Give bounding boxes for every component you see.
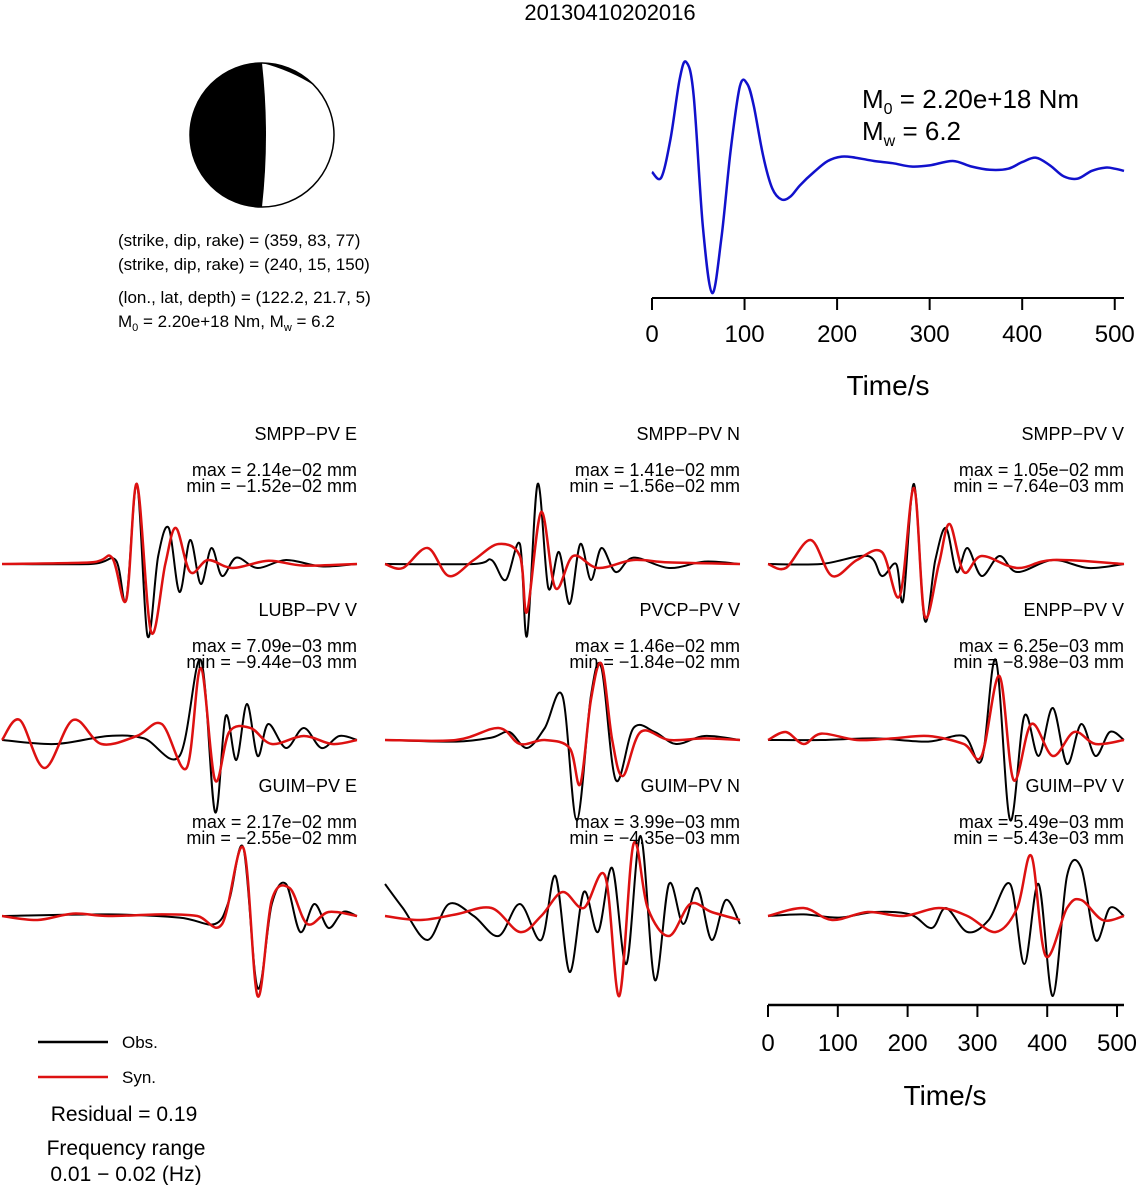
legend-syn-label: Syn. — [122, 1068, 156, 1087]
stf-xlabel: Time/s — [847, 370, 930, 401]
wave-tick-label-1: 100 — [818, 1030, 858, 1057]
trace-observed-2 — [767, 482, 1125, 623]
legend: Obs. Syn. Residual = 0.19 Frequency rang… — [38, 1033, 205, 1185]
stf-magnitude-label: Mw = 6.2 — [862, 116, 961, 150]
wave-tick-label-3: 300 — [957, 1030, 997, 1057]
trace-max-label-8: max = 5.49e−03 mm — [959, 812, 1124, 832]
location-line: (lon., lat, depth) = (122.2, 21.7, 5) — [118, 288, 371, 307]
trace-min-label-2: min = −7.64e−03 mm — [953, 476, 1124, 496]
trace-max-label-4: max = 1.46e−02 mm — [575, 636, 740, 656]
trace-synthetic-7 — [384, 840, 741, 998]
waveform-xlabel: Time/s — [904, 1080, 987, 1111]
wave-tick-label-0: 0 — [761, 1030, 774, 1057]
trace-observed-8 — [767, 859, 1125, 998]
trace-max-label-2: max = 1.05e−02 mm — [959, 460, 1124, 480]
stf-tick-label-2: 200 — [817, 321, 857, 348]
trace-station-label-2: SMPP−PV V — [1021, 424, 1124, 444]
trace-station-label-6: GUIM−PV E — [258, 776, 357, 796]
trace-min-label-1: min = −1.56e−02 mm — [569, 476, 740, 496]
trace-max-label-5: max = 6.25e−03 mm — [959, 636, 1124, 656]
trace-synthetic-6 — [1, 845, 358, 998]
trace-max-label-7: max = 3.99e−03 mm — [575, 812, 740, 832]
trace-station-label-7: GUIM−PV N — [640, 776, 740, 796]
source-time-function-panel: 0 100 200 300 400 500 Time/s M0 = 2.20e+18 Nm… — [645, 60, 1135, 401]
trace-synthetic-2 — [767, 486, 1125, 620]
frequency-range-title: Frequency range — [47, 1137, 206, 1160]
beachball-compression-north — [262, 62, 315, 86]
stf-tick-label-5: 500 — [1095, 321, 1135, 348]
wave-tick-label-5: 500 — [1097, 1030, 1137, 1057]
trace-min-label-5: min = −8.98e−03 mm — [953, 652, 1124, 672]
trace-min-label-0: min = −1.52e−02 mm — [186, 476, 357, 496]
trace-observed-1 — [384, 482, 741, 638]
beachball-compression-west — [190, 63, 266, 207]
stf-tick-label-1: 100 — [725, 321, 765, 348]
trace-synthetic-5 — [767, 674, 1125, 782]
trace-min-label-8: min = −5.43e−03 mm — [953, 828, 1124, 848]
frequency-range-value: 0.01 − 0.02 (Hz) — [50, 1163, 201, 1185]
trace-min-label-7: min = −4.35e−03 mm — [569, 828, 740, 848]
waveform-ticks: 0 100 200 300 400 500 — [761, 1005, 1137, 1057]
legend-obs-label: Obs. — [122, 1033, 158, 1052]
wave-tick-label-4: 400 — [1027, 1030, 1067, 1057]
figure-title: 20130410202016 — [524, 0, 695, 25]
stf-line — [651, 60, 1125, 295]
beachball-outline — [189, 62, 335, 208]
trace-observed-7 — [384, 834, 741, 982]
trace-station-label-3: LUBP−PV V — [258, 600, 357, 620]
mechanism-line-1: (strike, dip, rake) = (359, 83, 77) — [118, 231, 360, 250]
trace-observed-5 — [767, 658, 1125, 822]
trace-station-label-1: SMPP−PV N — [636, 424, 740, 444]
trace-min-label-3: min = −9.44e−03 mm — [186, 652, 357, 672]
residual-label: Residual = 0.19 — [51, 1103, 198, 1126]
beachball — [189, 62, 335, 208]
trace-synthetic-8 — [767, 854, 1125, 959]
trace-max-label-6: max = 2.17e−02 mm — [192, 812, 357, 832]
trace-synthetic-4 — [384, 661, 741, 787]
mechanism-line-2: (strike, dip, rake) = (240, 15, 150) — [118, 255, 370, 274]
stf-tick-label-3: 300 — [910, 321, 950, 348]
trace-station-label-4: PVCP−PV V — [639, 600, 740, 620]
trace-synthetic-1 — [384, 510, 741, 614]
trace-max-label-0: max = 2.14e−02 mm — [192, 460, 357, 480]
waveform-time-axis: 0 100 200 300 400 500 Time/s — [761, 1003, 1137, 1111]
trace-station-label-8: GUIM−PV V — [1025, 776, 1124, 796]
trace-observed-6 — [1, 844, 358, 990]
trace-synthetic-3 — [0, 666, 358, 783]
stf-tick-label-0: 0 — [645, 321, 658, 348]
trace-min-label-4: min = −1.84e−02 mm — [569, 652, 740, 672]
trace-synthetic-0 — [1, 482, 358, 636]
trace-max-label-1: max = 1.41e−02 mm — [575, 460, 740, 480]
stf-tick-label-4: 400 — [1002, 321, 1042, 348]
trace-observed-4 — [384, 661, 741, 822]
trace-min-label-6: min = −2.55e−02 mm — [186, 828, 357, 848]
trace-station-label-0: SMPP−PV E — [254, 424, 357, 444]
trace-max-label-3: max = 7.09e−03 mm — [192, 636, 357, 656]
wave-tick-label-2: 200 — [888, 1030, 928, 1057]
trace-station-label-5: ENPP−PV V — [1023, 600, 1124, 620]
stf-ticks: 0 100 200 300 400 500 — [645, 298, 1135, 348]
stf-moment-label: M0 = 2.20e+18 Nm — [862, 84, 1079, 118]
moment-line: M0 = 2.20e+18 Nm, Mw = 6.2 — [118, 312, 335, 334]
